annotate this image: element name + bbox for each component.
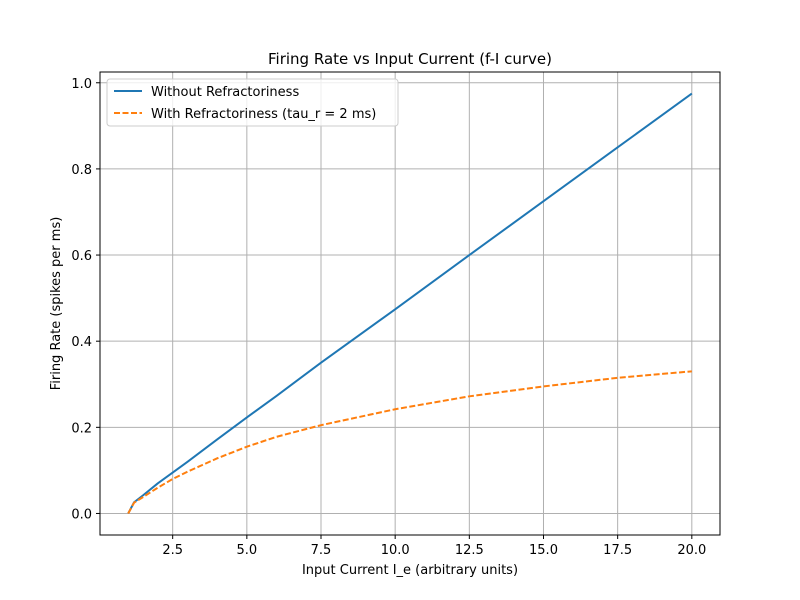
x-tick-label: 12.5 xyxy=(455,543,484,558)
x-tick-label: 7.5 xyxy=(311,543,332,558)
series-line-without-refractoriness xyxy=(127,92,693,514)
x-tick-label: 5.0 xyxy=(236,543,257,558)
chart-title: Firing Rate vs Input Current (f-I curve) xyxy=(268,50,552,68)
y-axis-label: Firing Rate (spikes per ms) xyxy=(49,217,64,391)
legend: Without Refractoriness With Refractorine… xyxy=(106,78,399,127)
y-tick-label: 0.8 xyxy=(71,163,92,178)
x-tick-label: 10.0 xyxy=(381,543,410,558)
series-line-with-refractoriness xyxy=(127,370,692,514)
plot-lines xyxy=(127,92,693,514)
plot-frame xyxy=(99,71,721,536)
legend-label-without-refractoriness: Without Refractoriness xyxy=(151,85,299,100)
y-tick-label: 0.0 xyxy=(71,507,92,522)
legend-box xyxy=(106,78,399,127)
grid xyxy=(100,72,720,535)
x-tick-label: 15.0 xyxy=(529,543,558,558)
y-tick-label: 1.0 xyxy=(71,77,92,92)
x-tick-label: 17.5 xyxy=(603,543,632,558)
x-tick-label: 20.0 xyxy=(677,543,706,558)
y-tick-label: 0.2 xyxy=(71,421,92,436)
y-tick-label: 0.6 xyxy=(71,249,92,264)
y-tick-label: 0.4 xyxy=(71,335,92,350)
legend-label-with-refractoriness: With Refractoriness (tau_r = 2 ms) xyxy=(151,107,376,122)
x-tick-label: 2.5 xyxy=(162,543,183,558)
ticks: 2.5 5.0 7.5 10.0 12.5 15.0 17.5 20.0 0.0 0.2 0.4 0.… xyxy=(71,77,706,558)
x-axis-label: Input Current I_e (arbitrary units) xyxy=(302,563,518,578)
